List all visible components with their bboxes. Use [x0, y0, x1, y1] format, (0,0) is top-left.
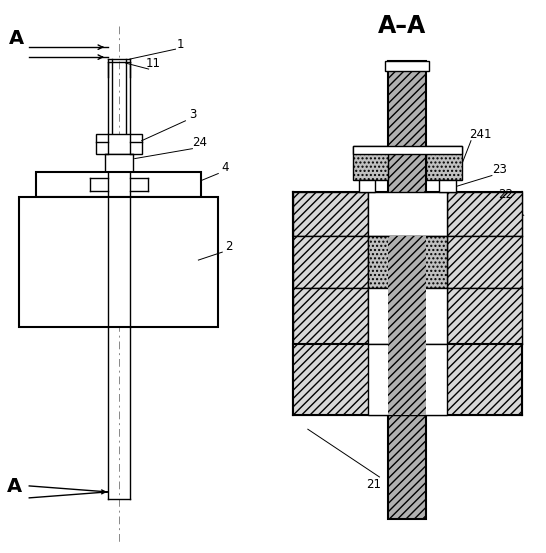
Text: A: A — [9, 29, 24, 48]
Text: 2: 2 — [225, 239, 233, 253]
Bar — [367, 288, 447, 343]
Bar — [353, 145, 388, 180]
Bar — [293, 192, 367, 236]
Bar — [426, 145, 462, 180]
Text: 24: 24 — [192, 136, 207, 149]
Bar — [353, 145, 462, 154]
Bar — [367, 343, 447, 415]
Bar — [388, 288, 426, 343]
Bar — [385, 61, 429, 71]
Text: 1: 1 — [177, 38, 184, 51]
Bar — [447, 236, 522, 288]
Bar — [36, 171, 201, 197]
Bar — [293, 288, 367, 343]
Bar — [388, 236, 426, 288]
Text: A: A — [7, 477, 22, 497]
Text: 4: 4 — [222, 161, 229, 174]
Text: 11: 11 — [146, 56, 161, 70]
Bar — [19, 197, 218, 327]
Bar — [388, 61, 426, 519]
Bar — [293, 236, 367, 288]
Bar — [367, 236, 447, 288]
Bar — [359, 180, 376, 192]
Bar — [447, 192, 522, 236]
Bar — [293, 343, 522, 415]
Text: 23: 23 — [492, 163, 507, 176]
Bar — [447, 288, 522, 343]
Bar — [439, 180, 456, 192]
Text: 22: 22 — [498, 188, 513, 201]
Text: 241: 241 — [468, 128, 491, 141]
Text: A–A: A–A — [378, 14, 426, 38]
Bar — [96, 134, 141, 154]
Bar — [388, 343, 426, 415]
Bar — [105, 154, 133, 171]
Text: 21: 21 — [366, 478, 381, 492]
Bar — [367, 192, 447, 236]
Text: 3: 3 — [189, 108, 196, 121]
